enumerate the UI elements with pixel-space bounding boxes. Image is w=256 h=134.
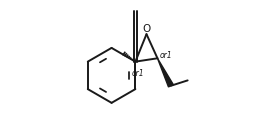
Text: or1: or1: [159, 51, 172, 60]
Polygon shape: [157, 58, 173, 87]
Text: or1: or1: [132, 68, 145, 78]
Text: O: O: [142, 24, 151, 34]
